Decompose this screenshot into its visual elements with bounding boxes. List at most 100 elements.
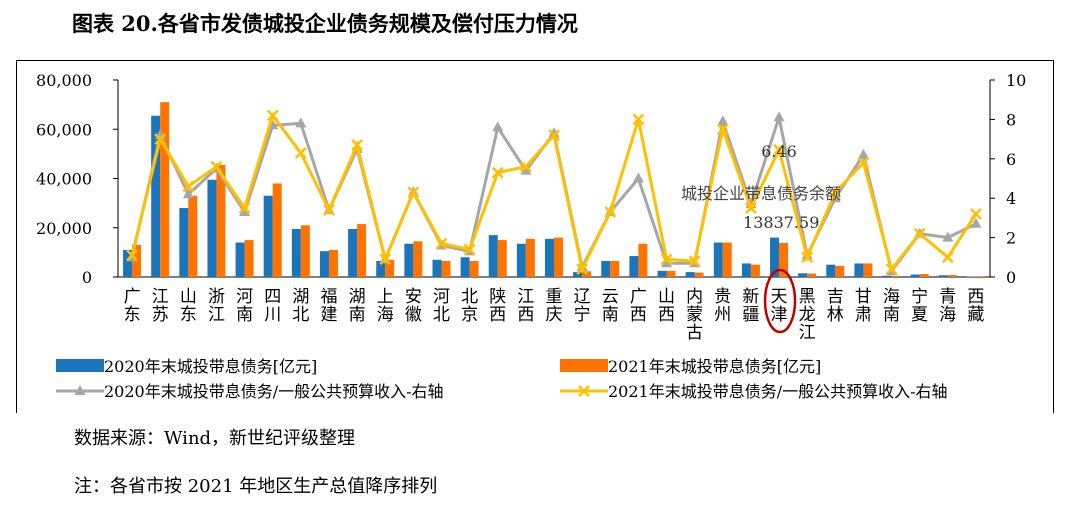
marker-2021 bbox=[294, 147, 307, 159]
x-tick-label: 湖北 bbox=[292, 287, 309, 325]
marker-2021 bbox=[519, 160, 532, 173]
x-tick-label: 黑龙江 bbox=[799, 287, 816, 343]
marker-2021 bbox=[463, 243, 476, 256]
bar-2021 bbox=[750, 264, 760, 277]
bar-2021 bbox=[385, 259, 395, 277]
y-tick-label-left: 60,000 bbox=[36, 120, 92, 139]
marker-2020 bbox=[942, 231, 954, 242]
bar-2020 bbox=[151, 115, 161, 277]
chart: 0 20,000 40,000 60,000 80,000 0 2 4 6 8 10 广东江苏山东浙江… bbox=[36, 71, 1026, 401]
marker-2020 bbox=[239, 205, 251, 216]
bar-2021 bbox=[469, 260, 479, 277]
legend-label: 2020年末城投带息债务/一般公共预算收入-右轴 bbox=[104, 382, 444, 401]
bar-2020 bbox=[545, 238, 554, 277]
bar-2021 bbox=[919, 274, 929, 277]
x-tick-label: 海南 bbox=[883, 287, 900, 325]
bar-2020 bbox=[207, 179, 217, 277]
bar-2020 bbox=[488, 235, 498, 277]
bar-2021 bbox=[413, 241, 423, 277]
bar-2020 bbox=[263, 195, 273, 277]
y-tick-label-right: 6 bbox=[1006, 150, 1016, 169]
bar-2021 bbox=[160, 102, 170, 277]
bar-2021 bbox=[722, 242, 732, 277]
highlight-circle bbox=[763, 268, 797, 334]
bar-2021 bbox=[638, 243, 648, 277]
source-note: 数据来源：Wind，新世纪评级整理 bbox=[74, 428, 356, 449]
bar-2021 bbox=[554, 237, 563, 277]
bar-2020 bbox=[685, 272, 695, 277]
bar-2020 bbox=[770, 237, 780, 277]
x-tick-label: 天津 bbox=[771, 287, 788, 325]
bar-2021 bbox=[975, 276, 985, 277]
bar-2020 bbox=[516, 243, 526, 277]
marker-2020 bbox=[182, 188, 194, 199]
marker-2020 bbox=[717, 115, 729, 126]
bar-2020 bbox=[432, 259, 442, 277]
x-tick-label: 江西 bbox=[517, 287, 534, 325]
annotation-value: 13837.59 bbox=[743, 213, 819, 232]
bar-2020 bbox=[854, 263, 864, 277]
bar-2021 bbox=[497, 240, 507, 277]
bar-2020 bbox=[657, 270, 667, 277]
marker-2021 bbox=[801, 251, 814, 264]
marker-2021 bbox=[660, 253, 673, 266]
x-tick-label: 宁夏 bbox=[911, 287, 928, 325]
bar-2021 bbox=[272, 183, 282, 277]
bar-2021 bbox=[694, 272, 704, 277]
x-tick-label: 湖南 bbox=[349, 287, 366, 325]
marker-2020 bbox=[295, 117, 307, 128]
x-tick-label: 云南 bbox=[602, 287, 619, 325]
y-tick-label-right: 8 bbox=[1006, 110, 1016, 129]
marker-2021 bbox=[745, 202, 757, 214]
bar-2021 bbox=[216, 164, 226, 277]
annotation-ratio: 6.46 bbox=[761, 142, 797, 161]
bar-2020 bbox=[910, 274, 920, 277]
order-note: 注：各省市按 2021 年地区生产总值降序排列 bbox=[74, 476, 438, 497]
marker-2021 bbox=[716, 123, 729, 136]
x-tick-label: 重庆 bbox=[546, 287, 563, 325]
marker-2020 bbox=[661, 257, 673, 268]
y-tick-label-left: 80,000 bbox=[36, 71, 92, 90]
marker-2021 bbox=[688, 255, 701, 268]
bar-2021 bbox=[835, 265, 845, 277]
bar-2021 bbox=[441, 260, 451, 277]
x-tick-label: 内蒙古 bbox=[686, 287, 703, 343]
x-tick-label: 辽宁 bbox=[574, 287, 591, 325]
x-tick-label: 江苏 bbox=[152, 287, 169, 325]
y-tick-label-left: 20,000 bbox=[36, 219, 92, 238]
marker-2020 bbox=[773, 111, 785, 122]
bar-2021 bbox=[863, 263, 873, 277]
bar-2021 bbox=[666, 270, 676, 277]
legend-marker bbox=[74, 385, 86, 395]
bar-2021 bbox=[947, 275, 957, 277]
x-tick-label: 四川 bbox=[264, 287, 281, 325]
legend-swatch bbox=[56, 359, 104, 372]
legend-marker bbox=[578, 385, 590, 397]
y-tick-label-left: 0 bbox=[82, 268, 92, 287]
x-tick-label: 广西 bbox=[630, 287, 647, 325]
x-tick-label: 福建 bbox=[320, 287, 337, 325]
marker-2021 bbox=[885, 263, 898, 276]
legend-label: 2021年末城投带息债务[亿元] bbox=[608, 357, 821, 376]
bar-2021 bbox=[807, 273, 817, 277]
legend-label: 2021年末城投带息债务/一般公共预算收入-右轴 bbox=[608, 382, 948, 401]
marker-2021 bbox=[857, 156, 870, 169]
x-tick-label: 陕西 bbox=[489, 287, 506, 325]
marker-2021 bbox=[913, 227, 926, 240]
annotation-caption: 城投企业带息债务余额 bbox=[681, 184, 841, 203]
x-tick-label: 贵州 bbox=[714, 287, 731, 325]
marker-2021 bbox=[238, 202, 251, 214]
marker-2021 bbox=[576, 263, 589, 276]
marker-2021 bbox=[407, 186, 420, 199]
marker-2020 bbox=[632, 172, 644, 183]
y-tick-label-right: 4 bbox=[1006, 189, 1016, 208]
x-tick-label: 吉林 bbox=[827, 287, 844, 325]
marker-2021 bbox=[941, 251, 954, 264]
x-tick-label: 河南 bbox=[236, 287, 253, 325]
marker-2021 bbox=[829, 186, 842, 199]
y-tick-label-right: 0 bbox=[1006, 268, 1016, 287]
x-tick-label: 新疆 bbox=[742, 287, 759, 325]
bar-2020 bbox=[882, 275, 892, 277]
bar-2020 bbox=[798, 273, 808, 277]
marker-2021 bbox=[126, 249, 138, 262]
